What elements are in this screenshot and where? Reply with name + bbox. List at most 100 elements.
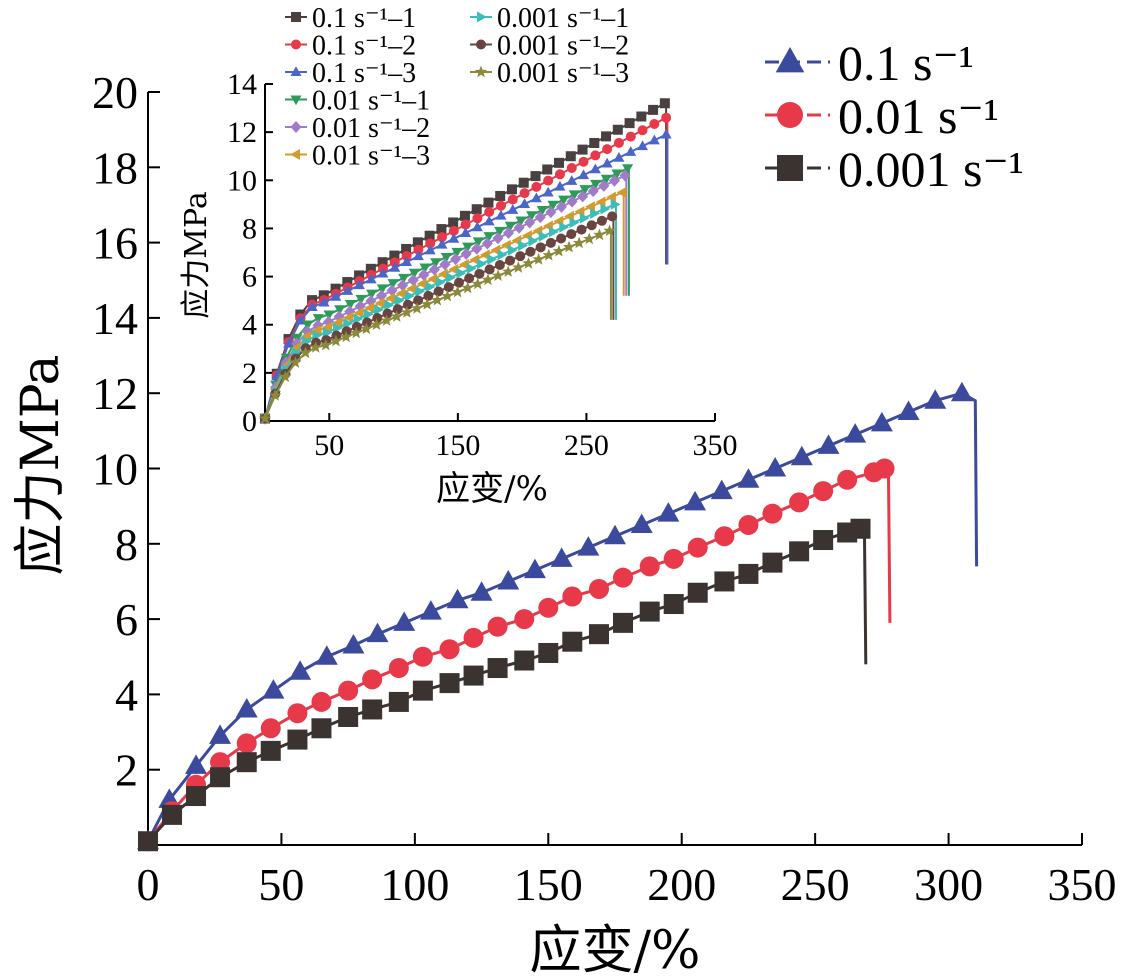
inset-data-point (519, 198, 531, 209)
inset-data-point (351, 321, 362, 332)
inset-data-point (636, 111, 647, 122)
inset-data-point (413, 295, 424, 306)
inset-data-point (495, 200, 506, 211)
main-data-point (412, 680, 433, 701)
inset-y-tick-label: 14 (227, 68, 257, 101)
inset-x-tick-label: 350 (693, 429, 738, 462)
inset-data-point (619, 169, 631, 182)
inset-data-point (448, 217, 459, 228)
inset-data-point (566, 163, 577, 174)
inset-data-point (392, 304, 403, 315)
main-data-point (439, 673, 460, 694)
inset-series-6 (261, 198, 621, 425)
main-data-point (639, 601, 660, 622)
inset-y-tick-label: 6 (242, 261, 257, 294)
inset-data-point (556, 233, 567, 244)
inset-data-point (425, 281, 436, 293)
inset-data-point (299, 346, 312, 359)
main-data-point (138, 831, 158, 852)
inset-data-point (460, 227, 472, 237)
inset-data-point (341, 326, 352, 337)
main-data-point (260, 718, 281, 739)
inset-data-point (613, 151, 625, 162)
inset-data-point (258, 412, 272, 424)
inset-data-point (407, 274, 419, 287)
inset-data-point (471, 242, 483, 255)
inset-data-point (569, 217, 580, 229)
inset-data-point (518, 240, 528, 252)
main-legend-marker (777, 155, 803, 181)
inset-data-point (491, 269, 505, 281)
inset-legend-label: 0.1 s⁻¹–3 (312, 58, 416, 89)
inset-data-point (362, 317, 373, 328)
inset-data-point (531, 181, 542, 192)
main-legend-marker (775, 47, 805, 73)
main-data-point (550, 547, 573, 567)
inset-data-point (421, 297, 434, 310)
inset-data-point (542, 248, 555, 261)
main-x-axis-title: 应变/% (530, 921, 701, 977)
main-data-point (366, 622, 389, 643)
inset-data-point (406, 283, 417, 295)
inset-data-point (578, 156, 589, 167)
inset-data-point (343, 317, 354, 329)
main-data-point (487, 658, 508, 679)
main-legend-label: 0.01 s⁻¹ (838, 88, 999, 144)
inset-legend-marker (476, 39, 486, 50)
inset-data-point (400, 306, 414, 318)
inset-data-point (484, 264, 495, 275)
inset-data-point (424, 230, 435, 241)
inset-data-point (576, 224, 587, 235)
inset-data-point (530, 171, 541, 182)
inset-data-point (353, 313, 364, 325)
inset-data-point (661, 112, 672, 123)
inset-data-point (330, 290, 342, 301)
main-data-point (419, 600, 442, 620)
inset-legend-marker (477, 11, 487, 23)
inset-x-axis-title: 应变/% (436, 469, 548, 509)
inset-data-point (360, 322, 373, 335)
main-data-point (813, 530, 834, 551)
inset-data-point (610, 198, 621, 210)
inset-data-point (579, 185, 591, 195)
main-data-point (897, 400, 920, 421)
main-data-point (562, 631, 583, 652)
inset-data-point (608, 174, 620, 187)
main-legend-label: 0.001 s⁻¹ (838, 141, 1024, 197)
main-y-axis-title: 应力MPa (11, 355, 71, 576)
inset-data-point (549, 226, 559, 238)
inset-y-tick-label: 2 (242, 357, 257, 390)
inset-data-point (415, 285, 426, 297)
main-data-point (338, 680, 359, 701)
inset-data-point (492, 232, 504, 245)
inset-data-point (583, 232, 596, 245)
inset-data-point (312, 314, 324, 324)
inset-data-point (439, 258, 451, 271)
inset-data-point (526, 211, 538, 222)
inset-data-point (595, 196, 606, 208)
inset-data-point (532, 252, 545, 265)
inset-data-point (405, 290, 415, 302)
inset-data-point (471, 204, 482, 215)
inset-data-point (370, 318, 383, 330)
main-data-point (613, 567, 634, 588)
inset-data-point (536, 206, 548, 216)
inset-legend-label: 0.1 s⁻¹–1 (312, 3, 416, 34)
inset-data-point (319, 338, 332, 351)
inset-data-point (507, 194, 518, 205)
inset-data-point (390, 310, 403, 322)
main-data-point (338, 706, 359, 727)
inset-legend-marker (291, 12, 301, 22)
main-y-tick-label: 6 (115, 594, 138, 645)
inset-data-point (515, 251, 526, 262)
main-data-point (362, 669, 383, 690)
inset-data-point (612, 124, 623, 135)
inset-data-point (363, 308, 374, 320)
inset-data-point (601, 131, 612, 142)
main-data-point (523, 558, 546, 579)
inset-data-point (279, 370, 292, 383)
inset-chart: 50 150 250 350 0 2 4 6 8 10 12 14 应变/% 应力MPa 0.1 s… (179, 3, 738, 509)
main-data-point (388, 691, 409, 712)
main-data-point (837, 469, 858, 490)
inset-legend-label: 0.1 s⁻¹–2 (312, 31, 416, 62)
